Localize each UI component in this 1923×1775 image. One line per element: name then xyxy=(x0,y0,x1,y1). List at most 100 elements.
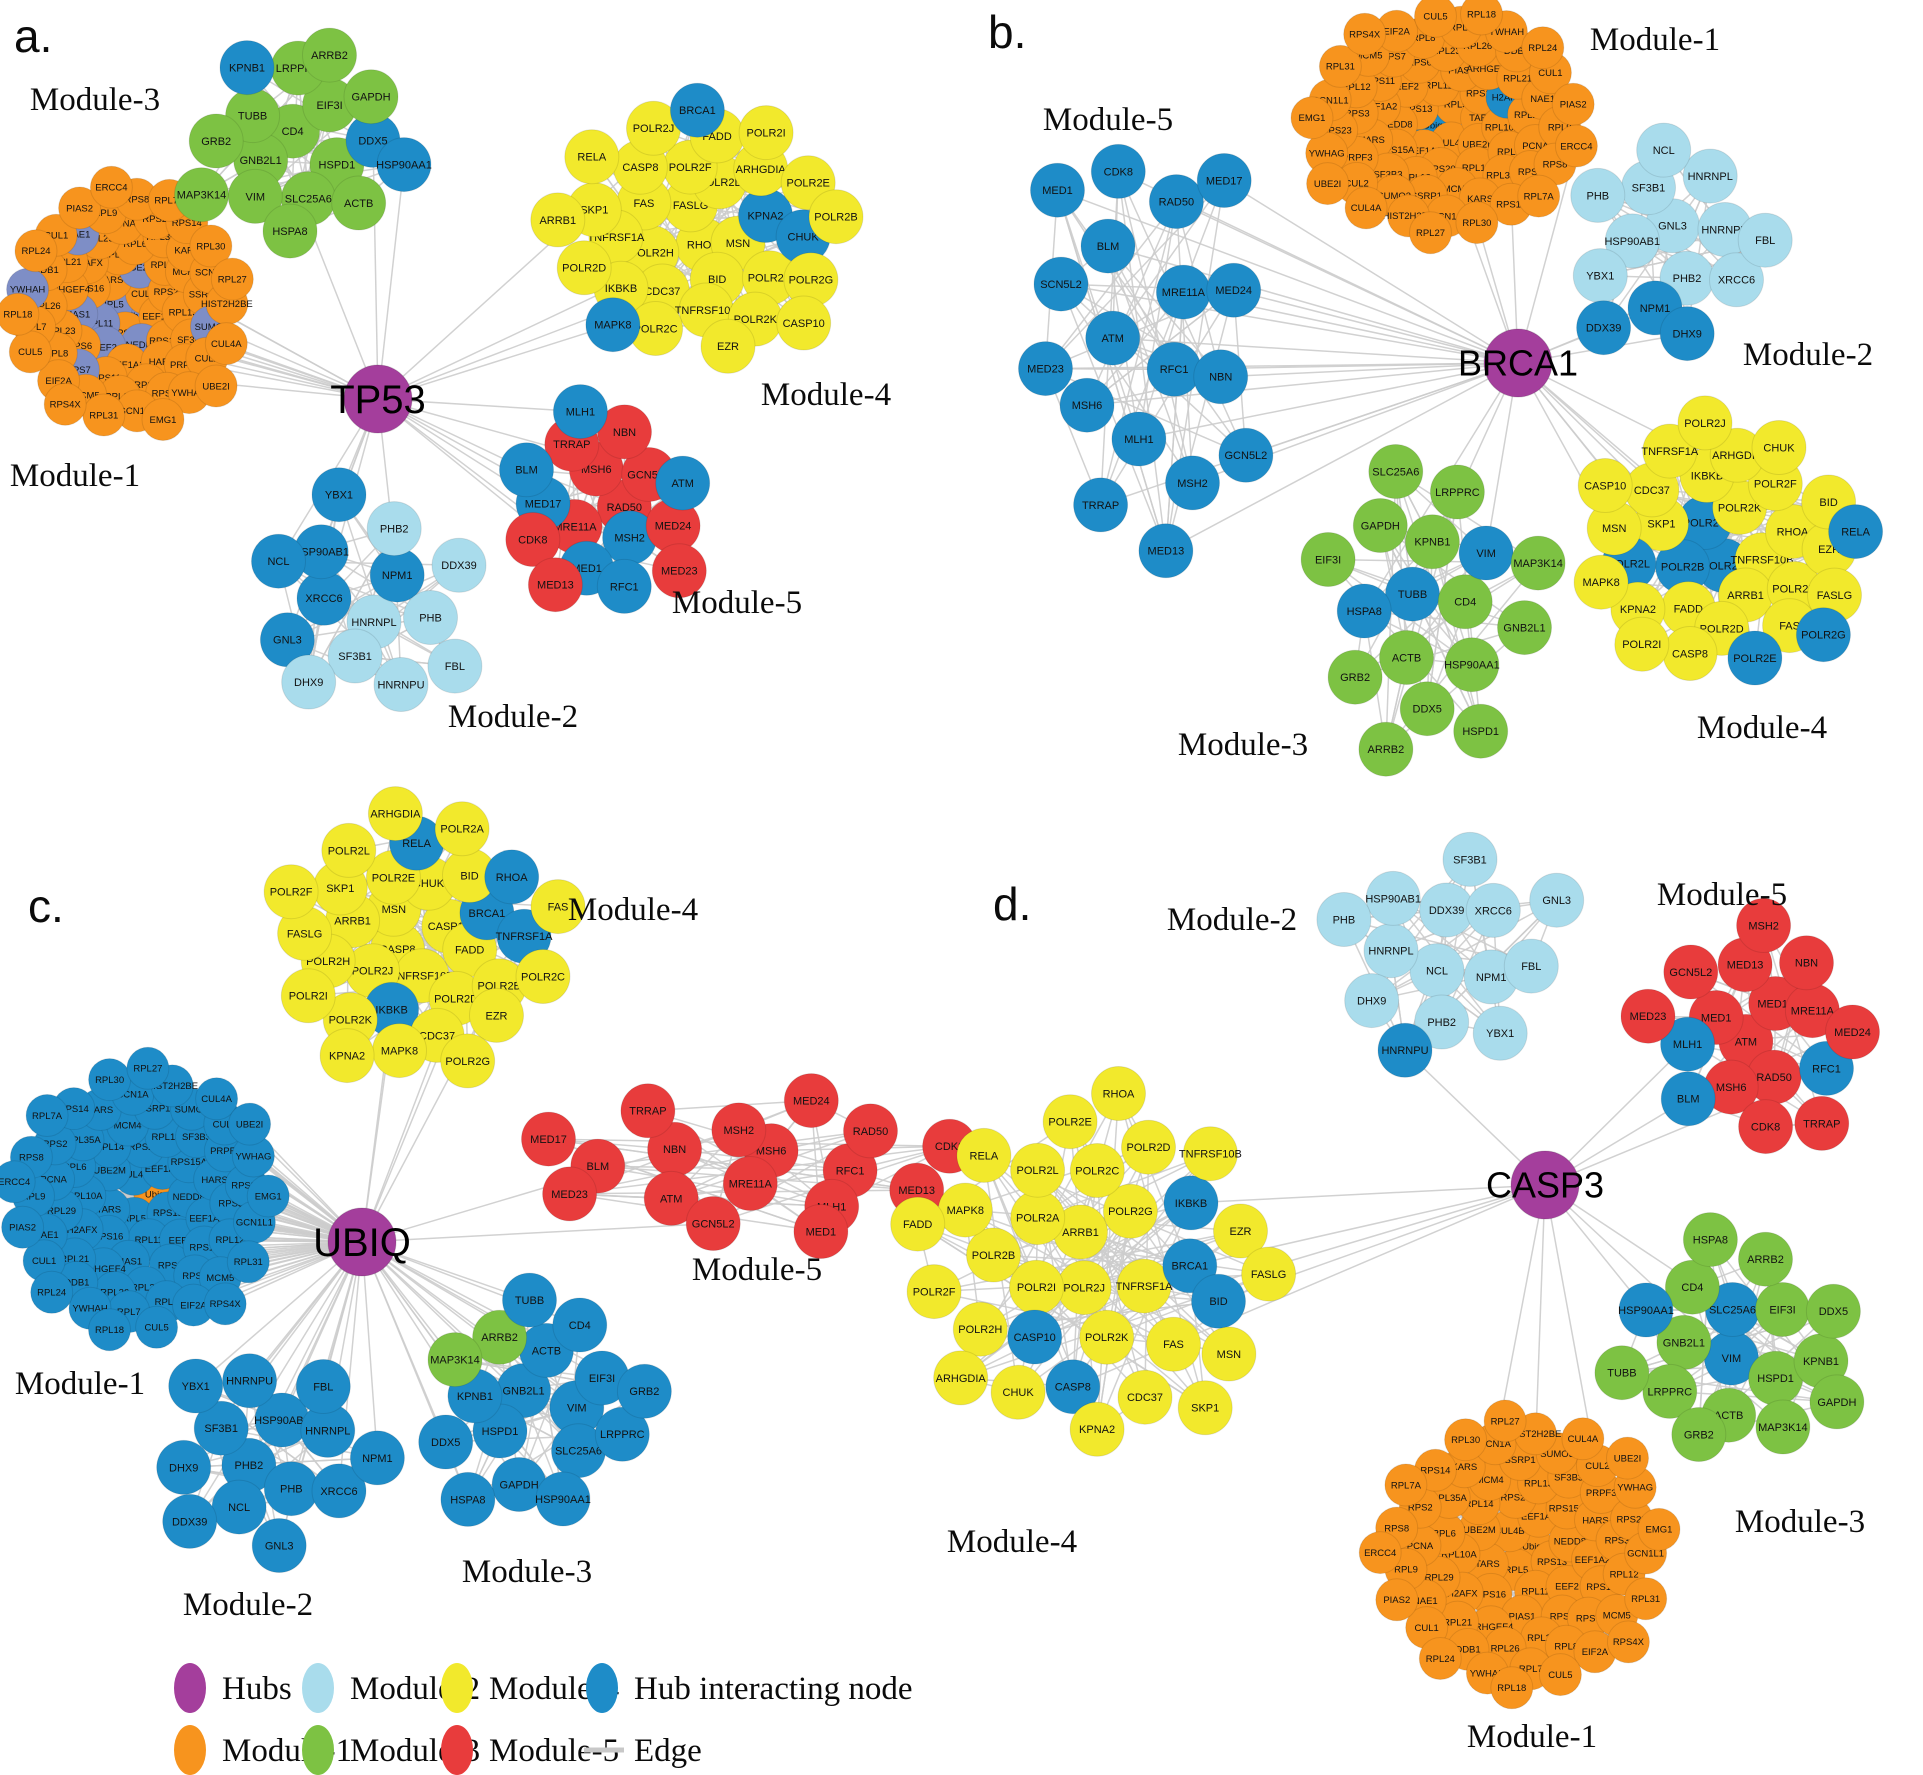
node-RAD50 xyxy=(1148,174,1204,230)
node-RPL31 xyxy=(1318,44,1362,88)
node-label-MCM4: MCM4 xyxy=(1476,1475,1504,1486)
node-label-RPL24: RPL24 xyxy=(1426,1654,1455,1665)
node-POLR2E xyxy=(1042,1094,1098,1150)
node-RELA xyxy=(956,1127,1012,1183)
nodes-layer-a: UbiqRPL5CUL4BRPS13TARSEEF1A1RPL11UBE2MNE… xyxy=(0,27,864,712)
node-label-DDB1: DDB1 xyxy=(1455,1645,1480,1656)
edge xyxy=(1669,1390,1837,1403)
node-label-POLR2F: POLR2F xyxy=(270,887,313,899)
node-label-RPS13: RPS13 xyxy=(1537,1557,1567,1568)
node-POLR2I xyxy=(738,105,794,161)
node-label-DDX39: DDX39 xyxy=(172,1516,207,1528)
edge xyxy=(1060,283,1167,552)
node-label-POLR2B: POLR2B xyxy=(1661,561,1704,573)
legend-marker-3 xyxy=(302,1725,334,1775)
edge xyxy=(1107,245,1519,364)
panel-letter-d: d. xyxy=(993,878,1031,930)
hub-node-BRCA1 xyxy=(1483,328,1553,398)
node-label-MRE11A: MRE11A xyxy=(729,1178,773,1190)
node-label-ARHGEF4: ARHGEF4 xyxy=(1468,1622,1513,1633)
node-label-YWHAG: YWHAG xyxy=(1309,148,1345,159)
node-POLR2D xyxy=(1121,1119,1176,1175)
node-label-RPL9: RPL9 xyxy=(94,208,118,219)
hub-label-BRCA1: BRCA1 xyxy=(1458,343,1578,384)
node-FAS xyxy=(1146,1316,1201,1372)
node-label-BRCA1: BRCA1 xyxy=(469,908,506,920)
node-label-CD4: CD4 xyxy=(282,126,304,138)
module-label-d-module-3: Module-3 xyxy=(1735,1504,1865,1540)
node-CUL4A xyxy=(1561,1417,1605,1461)
node-label-RPL14: RPL14 xyxy=(1464,1499,1493,1510)
node-GNB2L1 xyxy=(1497,600,1552,656)
node-label-MED17: MED17 xyxy=(1757,998,1794,1010)
labels-layer-c: Module-4 Module-5 Module-1 Module-2 Module-3… xyxy=(15,880,822,1623)
node-HSP90AA1 xyxy=(1444,637,1500,693)
node-label-FAS: FAS xyxy=(548,901,569,913)
node-label-TNFRSF1A: TNFRSF1A xyxy=(1641,446,1699,458)
node-label-RPL9: RPL9 xyxy=(1394,1565,1418,1576)
node-MED24 xyxy=(1206,262,1262,318)
node-label-DHX9: DHX9 xyxy=(169,1462,198,1474)
node-label-FBL: FBL xyxy=(313,1381,333,1393)
node-RPL24 xyxy=(1418,1637,1462,1680)
node-label-CASP10: CASP10 xyxy=(1014,1332,1056,1344)
node-PHB xyxy=(1316,892,1372,947)
edge xyxy=(1395,470,1539,564)
node-LRPPRC xyxy=(594,1406,650,1462)
labels-layer-a: Module-1 Module-3 Module-4 Module-5 Module-2… xyxy=(10,10,891,735)
node-label-DDX39: DDX39 xyxy=(1586,323,1621,335)
node-EMG1 xyxy=(1637,1507,1681,1551)
node-label-SUMO3: SUMO3 xyxy=(1540,1449,1574,1460)
node-label-POLR2K: POLR2K xyxy=(1085,1332,1129,1344)
node-NBN xyxy=(1193,349,1249,405)
node-POLR2L xyxy=(1010,1142,1066,1198)
node-label-MRE11A: MRE11A xyxy=(1162,287,1206,299)
node-MED23 xyxy=(542,1166,598,1222)
node-label-HSP90AA1: HSP90AA1 xyxy=(376,159,432,171)
node-label-MAP3K14: MAP3K14 xyxy=(430,1354,480,1366)
node-label-PIAS1: PIAS1 xyxy=(1509,1611,1536,1622)
node-label-HARS: HARS xyxy=(1582,1515,1608,1526)
node-FBL xyxy=(295,1359,351,1414)
module-label-a-module-4: Module-4 xyxy=(761,377,891,413)
node-label-RPS2: RPS2 xyxy=(1518,167,1543,178)
node-label-CUL5: CUL5 xyxy=(144,1323,168,1334)
node-label-TARS: TARS xyxy=(1469,113,1494,124)
node-label-Ubiq: Ubiq xyxy=(145,1189,165,1200)
legend-label: Hub interacting node xyxy=(634,1671,913,1707)
node-RPL31 xyxy=(1624,1577,1668,1621)
node-GCN5L2 xyxy=(1663,944,1719,1000)
node-label-XRCC6: XRCC6 xyxy=(1718,275,1755,287)
node-label-RPL14: RPL14 xyxy=(1462,163,1491,174)
node-BID xyxy=(1191,1273,1246,1329)
node-CDK8 xyxy=(1090,143,1146,199)
node-label-PHB: PHB xyxy=(280,1484,303,1496)
node-label-KPNA2: KPNA2 xyxy=(1079,1424,1115,1436)
node-label-RPS14: RPS14 xyxy=(1420,1466,1450,1477)
node-DDX5 xyxy=(418,1414,474,1470)
node-BRCA1 xyxy=(669,82,725,138)
node-CHUK xyxy=(990,1364,1046,1420)
panel-letter-a: a. xyxy=(14,10,52,62)
node-label-POLR2H: POLR2H xyxy=(306,956,350,968)
node-label-MSH6: MSH6 xyxy=(756,1145,787,1157)
node-POLR2E xyxy=(1727,630,1783,686)
node-label-YBX1: YBX1 xyxy=(325,490,353,502)
node-label-IKBKB: IKBKB xyxy=(375,1004,407,1016)
node-label-RPL31: RPL31 xyxy=(234,1257,263,1268)
node-NCL xyxy=(251,533,306,589)
node-label-MED17: MED17 xyxy=(525,498,562,510)
node-label-HNRNPU: HNRNPU xyxy=(377,679,424,691)
node-CASP10 xyxy=(776,295,832,351)
node-CDC37 xyxy=(1117,1369,1173,1425)
node-label-EIF2A: EIF2A xyxy=(45,376,72,387)
node-MAPK8 xyxy=(585,297,641,353)
node-label-UBE2M: UBE2M xyxy=(93,1165,126,1176)
node-label-SSRP1: SSRP1 xyxy=(1411,191,1442,202)
legend-label: Hubs xyxy=(222,1671,292,1707)
node-label-MAPK8: MAPK8 xyxy=(1582,577,1619,589)
node-label-UBE2I: UBE2I xyxy=(1614,1453,1641,1464)
node-label-RPS7: RPS7 xyxy=(1576,1613,1601,1624)
node-label-ARRB2: ARRB2 xyxy=(311,50,348,62)
